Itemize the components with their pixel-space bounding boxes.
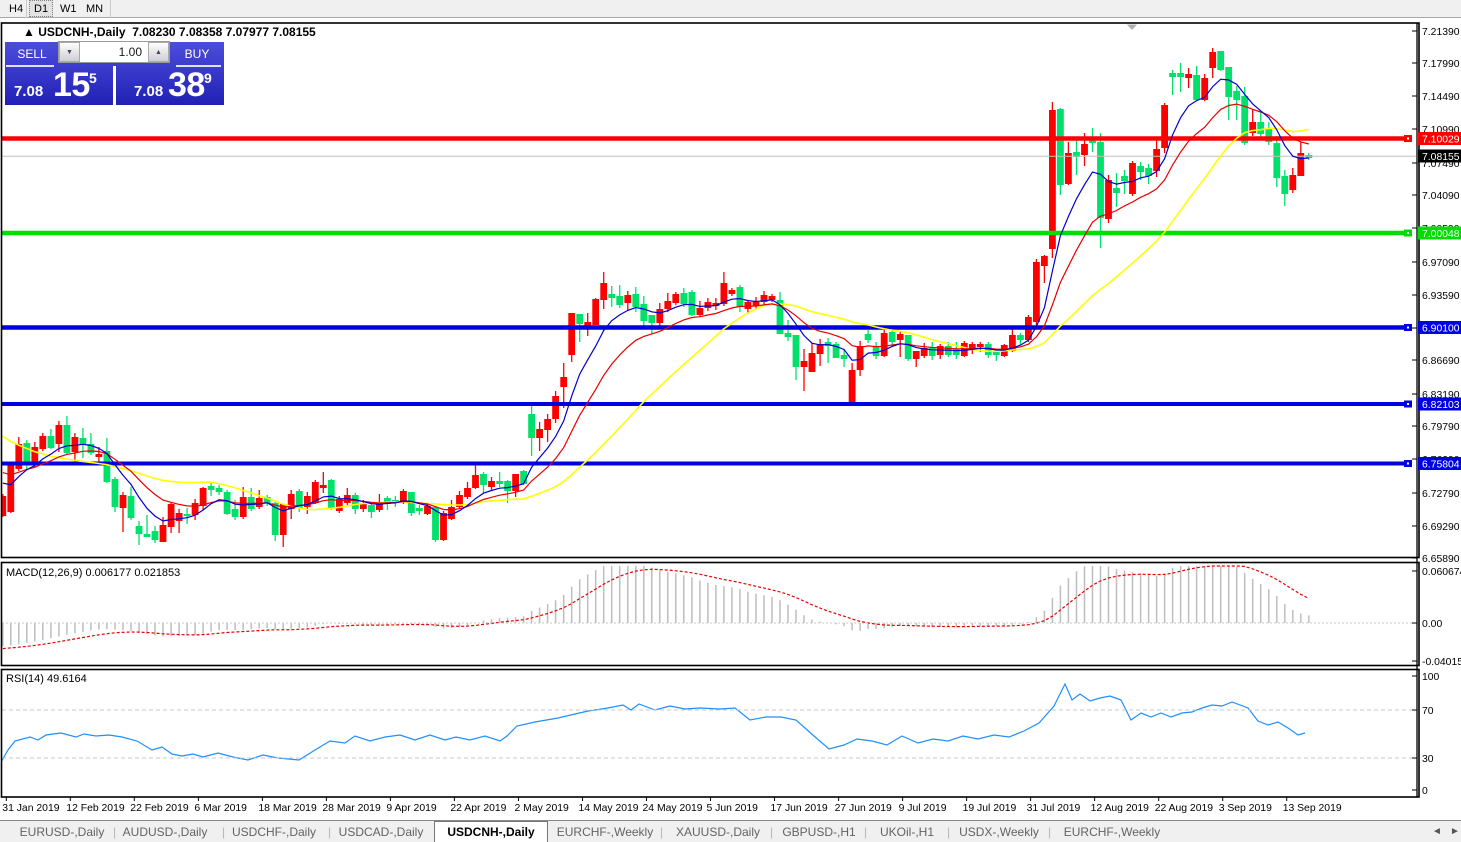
svg-text:24 May 2019: 24 May 2019 bbox=[643, 803, 703, 814]
svg-text:100: 100 bbox=[1422, 672, 1440, 683]
svg-text:27 Jun 2019: 27 Jun 2019 bbox=[835, 803, 892, 814]
svg-text:12 Aug 2019: 12 Aug 2019 bbox=[1091, 803, 1150, 814]
svg-text:6.82103: 6.82103 bbox=[1422, 400, 1460, 411]
svg-text:-0.040152: -0.040152 bbox=[1422, 657, 1461, 668]
svg-text:7.08155: 7.08155 bbox=[1422, 152, 1460, 163]
svg-text:70: 70 bbox=[1422, 706, 1434, 717]
svg-text:22 Feb 2019: 22 Feb 2019 bbox=[130, 803, 189, 814]
svg-text:7.00048: 7.00048 bbox=[1422, 229, 1460, 240]
svg-text:6 Mar 2019: 6 Mar 2019 bbox=[194, 803, 247, 814]
svg-text:28 Mar 2019: 28 Mar 2019 bbox=[322, 803, 381, 814]
svg-text:31 Jan 2019: 31 Jan 2019 bbox=[2, 803, 59, 814]
svg-text:0.00: 0.00 bbox=[1422, 619, 1442, 630]
svg-text:6.86690: 6.86690 bbox=[1422, 356, 1460, 367]
svg-text:0: 0 bbox=[1422, 786, 1428, 797]
svg-text:2 May 2019: 2 May 2019 bbox=[515, 803, 570, 814]
svg-text:6.72790: 6.72790 bbox=[1422, 489, 1460, 500]
svg-text:7.21390: 7.21390 bbox=[1422, 27, 1460, 38]
svg-text:6.65890: 6.65890 bbox=[1422, 554, 1460, 565]
svg-text:14 May 2019: 14 May 2019 bbox=[579, 803, 639, 814]
svg-text:9 Jul 2019: 9 Jul 2019 bbox=[899, 803, 947, 814]
svg-text:30: 30 bbox=[1422, 754, 1434, 765]
svg-text:6.79790: 6.79790 bbox=[1422, 422, 1460, 433]
svg-text:9 Apr 2019: 9 Apr 2019 bbox=[386, 803, 436, 814]
svg-text:6.75804: 6.75804 bbox=[1422, 460, 1460, 471]
svg-text:7.14490: 7.14490 bbox=[1422, 92, 1460, 103]
svg-text:7.10029: 7.10029 bbox=[1422, 135, 1460, 146]
svg-text:17 Jun 2019: 17 Jun 2019 bbox=[771, 803, 828, 814]
svg-text:31 Jul 2019: 31 Jul 2019 bbox=[1027, 803, 1081, 814]
svg-text:0.060674: 0.060674 bbox=[1422, 567, 1461, 578]
svg-text:22 Apr 2019: 22 Apr 2019 bbox=[450, 803, 506, 814]
svg-text:6.90100: 6.90100 bbox=[1422, 324, 1460, 335]
svg-text:5 Jun 2019: 5 Jun 2019 bbox=[707, 803, 759, 814]
svg-text:12 Feb 2019: 12 Feb 2019 bbox=[66, 803, 125, 814]
svg-text:7.10990: 7.10990 bbox=[1422, 125, 1460, 136]
svg-text:7.17990: 7.17990 bbox=[1422, 59, 1460, 70]
svg-text:7.04090: 7.04090 bbox=[1422, 191, 1460, 202]
svg-text:6.83190: 6.83190 bbox=[1422, 390, 1460, 401]
svg-text:6.93590: 6.93590 bbox=[1422, 291, 1460, 302]
svg-text:18 Mar 2019: 18 Mar 2019 bbox=[258, 803, 317, 814]
svg-text:6.97090: 6.97090 bbox=[1422, 258, 1460, 269]
svg-text:22 Aug 2019: 22 Aug 2019 bbox=[1155, 803, 1214, 814]
svg-text:13 Sep 2019: 13 Sep 2019 bbox=[1283, 803, 1342, 814]
svg-text:7.07490: 7.07490 bbox=[1422, 159, 1460, 170]
svg-text:6.69290: 6.69290 bbox=[1422, 522, 1460, 533]
svg-text:3 Sep 2019: 3 Sep 2019 bbox=[1219, 803, 1272, 814]
svg-text:19 Jul 2019: 19 Jul 2019 bbox=[963, 803, 1017, 814]
